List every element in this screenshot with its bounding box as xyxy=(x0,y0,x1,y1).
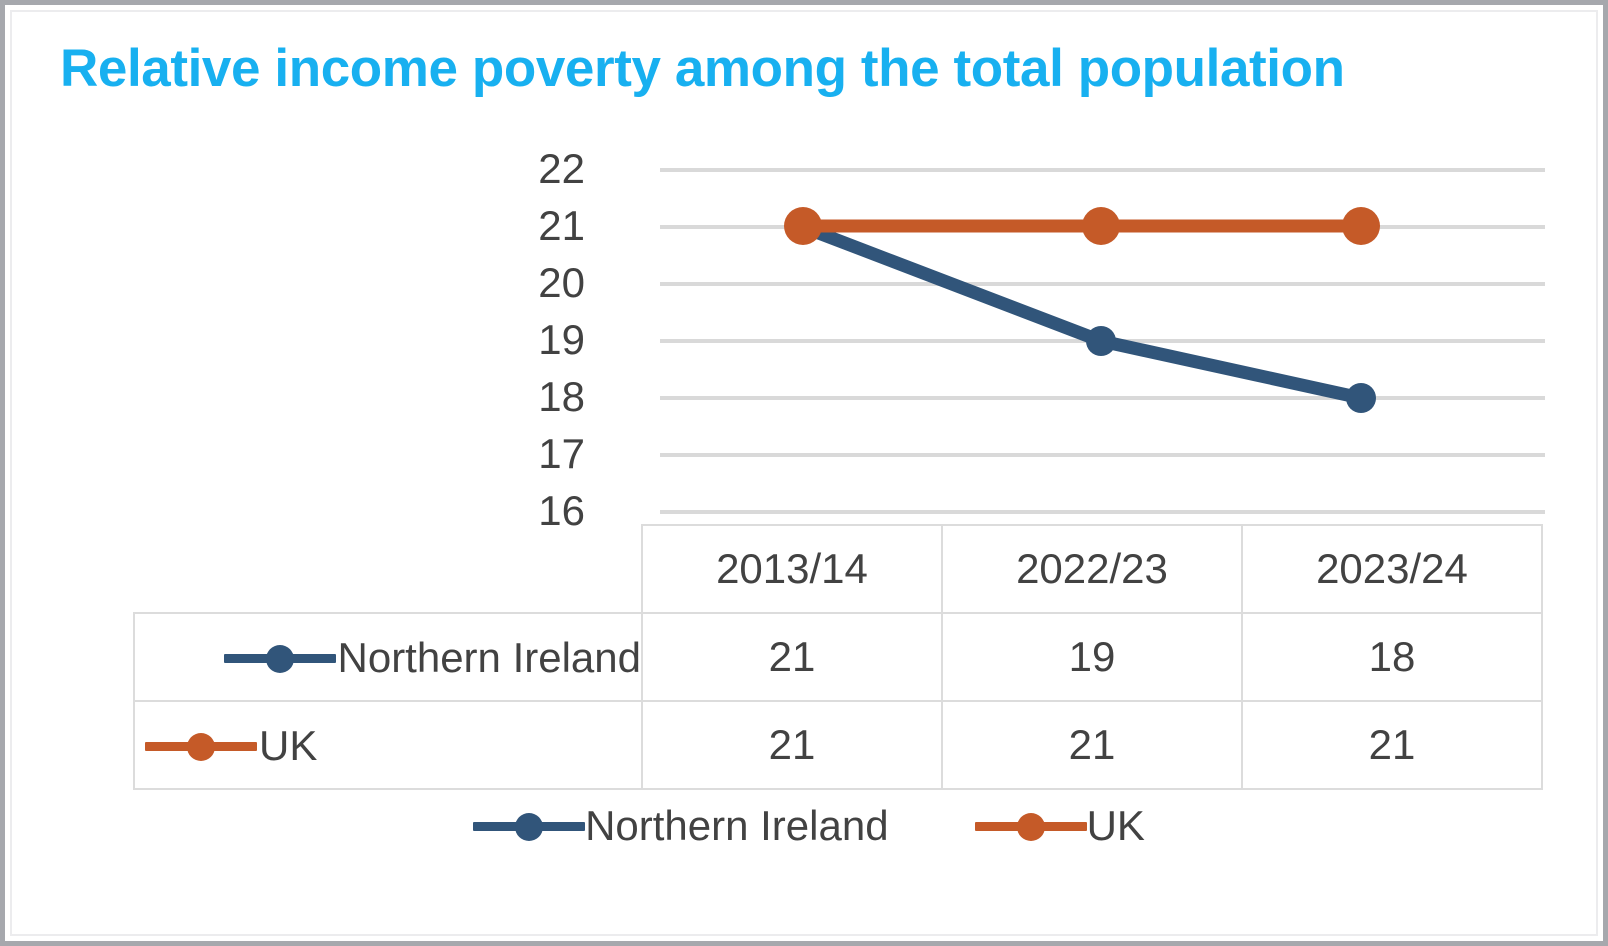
series-key-dot-icon xyxy=(265,645,294,674)
y-tick-label-21: 21 xyxy=(538,202,585,249)
table-row: UK 21 21 21 xyxy=(133,700,1543,790)
y-tick-label-16: 16 xyxy=(538,487,585,534)
table-header-2023-24: 2023/24 xyxy=(1241,524,1543,614)
series-line-uk xyxy=(784,207,1380,245)
y-tick-label-20: 20 xyxy=(538,259,585,306)
gridline-16 xyxy=(660,510,1545,514)
gridline-22 xyxy=(660,168,1545,172)
legend-item-uk[interactable]: UK xyxy=(974,802,1145,849)
data-point-uk-2013-14 xyxy=(784,207,822,245)
table-header-blank xyxy=(134,525,642,613)
table-cell-ni-2023-24: 18 xyxy=(1241,612,1543,702)
legend-dot-icon xyxy=(1016,813,1045,841)
plot-area: 22 21 20 19 18 17 16 xyxy=(5,5,1603,565)
series-plot xyxy=(784,207,1380,413)
data-point-uk-2022-23 xyxy=(1082,207,1120,245)
table-cell-ni-2013-14: 21 xyxy=(641,612,943,702)
series-label-text: UK xyxy=(259,722,318,770)
data-point-ni-2023-24 xyxy=(1346,383,1376,413)
data-table: 2013/14 2022/23 2023/24 Northern Ireland… xyxy=(133,524,1543,790)
table-row: Northern Ireland 21 19 18 xyxy=(133,612,1543,702)
series-key-uk xyxy=(145,731,257,762)
legend-label-uk: UK xyxy=(1086,802,1145,849)
table-header-row: 2013/14 2022/23 2023/24 xyxy=(134,524,1543,614)
table-header-2022-23: 2022/23 xyxy=(941,524,1243,614)
table-cell-uk-2023-24: 21 xyxy=(1241,700,1543,790)
table-cell-uk-2022-23: 21 xyxy=(941,700,1243,790)
legend-key-uk xyxy=(974,811,1087,841)
page-title: Relative income poverty among the total … xyxy=(60,39,1345,98)
gridline-17 xyxy=(660,453,1545,457)
table-cell-ni-2022-23: 19 xyxy=(941,612,1243,702)
series-line-northern-ireland xyxy=(788,212,1376,413)
chart-legend: Northern Ireland UK xyxy=(5,802,1603,849)
series-key-dot-icon xyxy=(187,733,215,762)
series-label-text: Northern Ireland xyxy=(337,634,642,682)
table-header-2013-14: 2013/14 xyxy=(641,524,943,614)
table-row-label-uk: UK xyxy=(133,700,643,790)
y-tick-label-17: 17 xyxy=(538,430,585,477)
table-cell-uk-2013-14: 21 xyxy=(641,700,943,790)
y-tick-label-22: 22 xyxy=(538,145,585,192)
legend-dot-icon xyxy=(515,813,544,841)
series-key-northern-ireland xyxy=(223,643,336,674)
legend-item-northern-ireland[interactable]: Northern Ireland xyxy=(473,805,889,847)
gridline-18 xyxy=(660,396,1545,400)
y-tick-label-19: 19 xyxy=(538,316,585,363)
legend-label-northern-ireland: Northern Ireland xyxy=(585,802,889,849)
data-table-container: 2013/14 2022/23 2023/24 Northern Ireland… xyxy=(133,524,1543,790)
legend-key-northern-ireland xyxy=(473,811,586,841)
data-point-uk-2023-24 xyxy=(1342,207,1380,245)
table-row-label-northern-ireland: Northern Ireland xyxy=(133,612,643,702)
y-tick-label-18: 18 xyxy=(538,373,585,420)
data-point-ni-2022-23 xyxy=(1086,326,1116,356)
gridline-20 xyxy=(660,282,1545,286)
